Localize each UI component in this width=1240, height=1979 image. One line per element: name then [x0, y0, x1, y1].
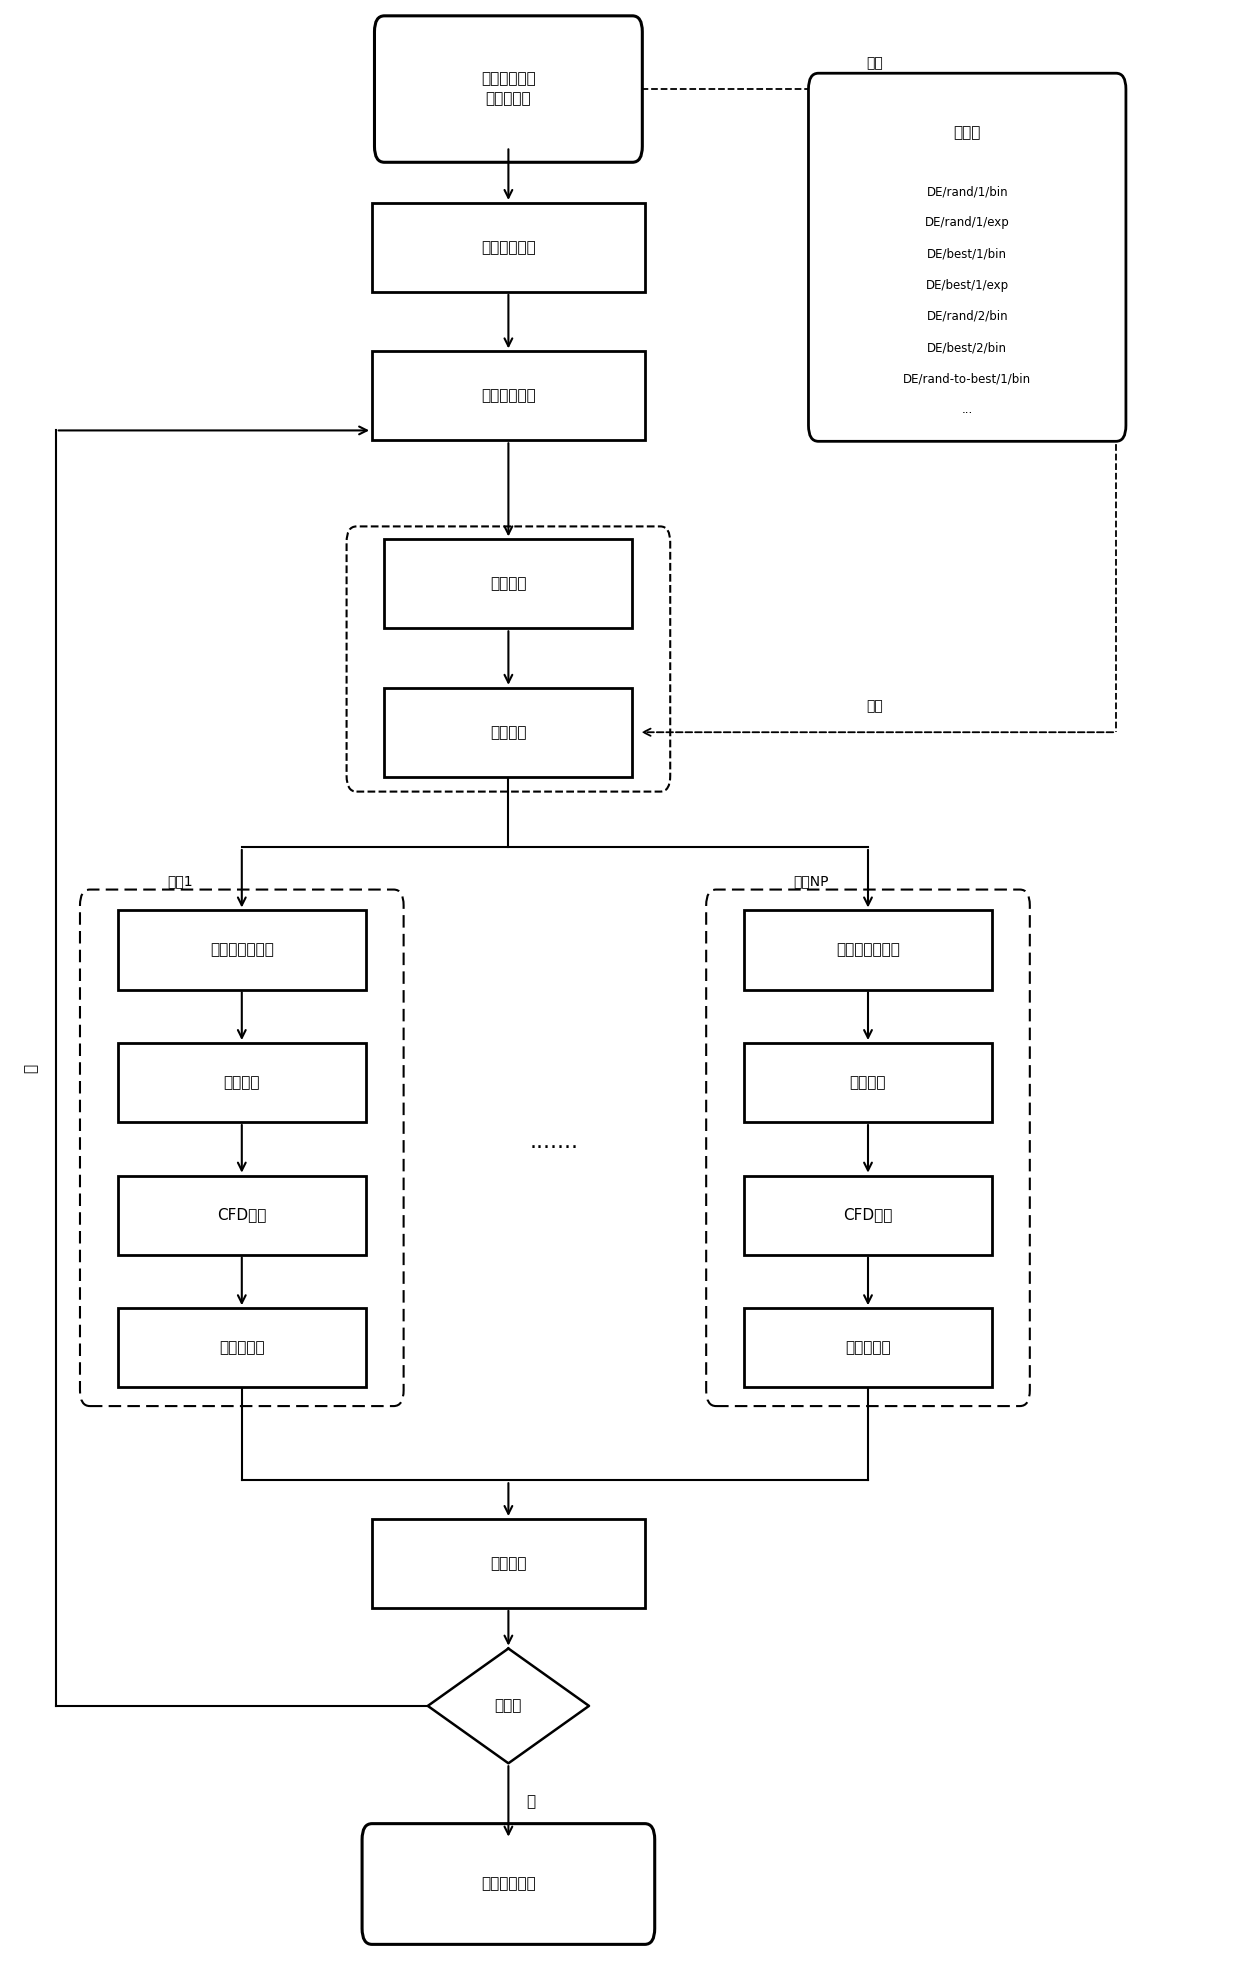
Bar: [372, 1520, 645, 1607]
Text: DE/rand/2/bin: DE/rand/2/bin: [926, 311, 1008, 323]
Text: DE/best/1/bin: DE/best/1/bin: [928, 247, 1007, 261]
Text: ...: ...: [961, 404, 973, 416]
Bar: [372, 350, 645, 439]
Text: 个体NP: 个体NP: [794, 875, 830, 889]
Text: 终止？: 终止？: [495, 1698, 522, 1714]
Bar: [744, 1043, 992, 1122]
Text: DE/best/2/bin: DE/best/2/bin: [928, 340, 1007, 354]
Text: 设定优化变量
及变量范围: 设定优化变量 及变量范围: [481, 71, 536, 107]
Bar: [372, 202, 645, 291]
Text: 交叉操作: 交叉操作: [490, 724, 527, 740]
Text: DE/rand-to-best/1/bin: DE/rand-to-best/1/bin: [903, 372, 1032, 386]
Text: 生成参数化外形: 生成参数化外形: [210, 942, 274, 958]
Text: 选择操作: 选择操作: [490, 1555, 527, 1571]
Text: 产生初始种群: 产生初始种群: [481, 239, 536, 255]
Text: ·······: ·······: [529, 1138, 579, 1158]
Text: 评估初始种群: 评估初始种群: [481, 388, 536, 404]
Bar: [118, 910, 366, 990]
FancyBboxPatch shape: [362, 1825, 655, 1943]
Bar: [384, 538, 632, 627]
Text: 个体1: 个体1: [167, 875, 193, 889]
FancyBboxPatch shape: [374, 16, 642, 162]
Bar: [118, 1308, 366, 1387]
Text: 否: 否: [24, 1063, 38, 1073]
Text: DE/best/1/exp: DE/best/1/exp: [925, 279, 1009, 291]
Text: 是: 是: [526, 1793, 536, 1809]
Bar: [744, 1176, 992, 1255]
FancyBboxPatch shape: [808, 73, 1126, 441]
Text: DE/rand/1/exp: DE/rand/1/exp: [925, 216, 1009, 230]
Text: 生成网格: 生成网格: [849, 1075, 887, 1090]
Text: 显示最优结果: 显示最优结果: [481, 1876, 536, 1892]
Text: CFD计算: CFD计算: [843, 1207, 893, 1223]
Bar: [744, 1308, 992, 1387]
Text: 模式: 模式: [866, 699, 883, 714]
Text: 模式池: 模式池: [954, 125, 981, 141]
Text: 生成参数化外形: 生成参数化外形: [836, 942, 900, 958]
Text: 适应度计算: 适应度计算: [846, 1340, 890, 1356]
Text: 适应度计算: 适应度计算: [219, 1340, 264, 1356]
Text: DE/rand/1/bin: DE/rand/1/bin: [926, 186, 1008, 198]
Bar: [384, 687, 632, 776]
Text: 生成网格: 生成网格: [223, 1075, 260, 1090]
Text: 变异操作: 变异操作: [490, 576, 527, 592]
Bar: [118, 1043, 366, 1122]
Text: CFD计算: CFD计算: [217, 1207, 267, 1223]
Polygon shape: [428, 1649, 589, 1763]
Bar: [744, 910, 992, 990]
Bar: [118, 1176, 366, 1255]
Text: 维度: 维度: [866, 55, 883, 71]
